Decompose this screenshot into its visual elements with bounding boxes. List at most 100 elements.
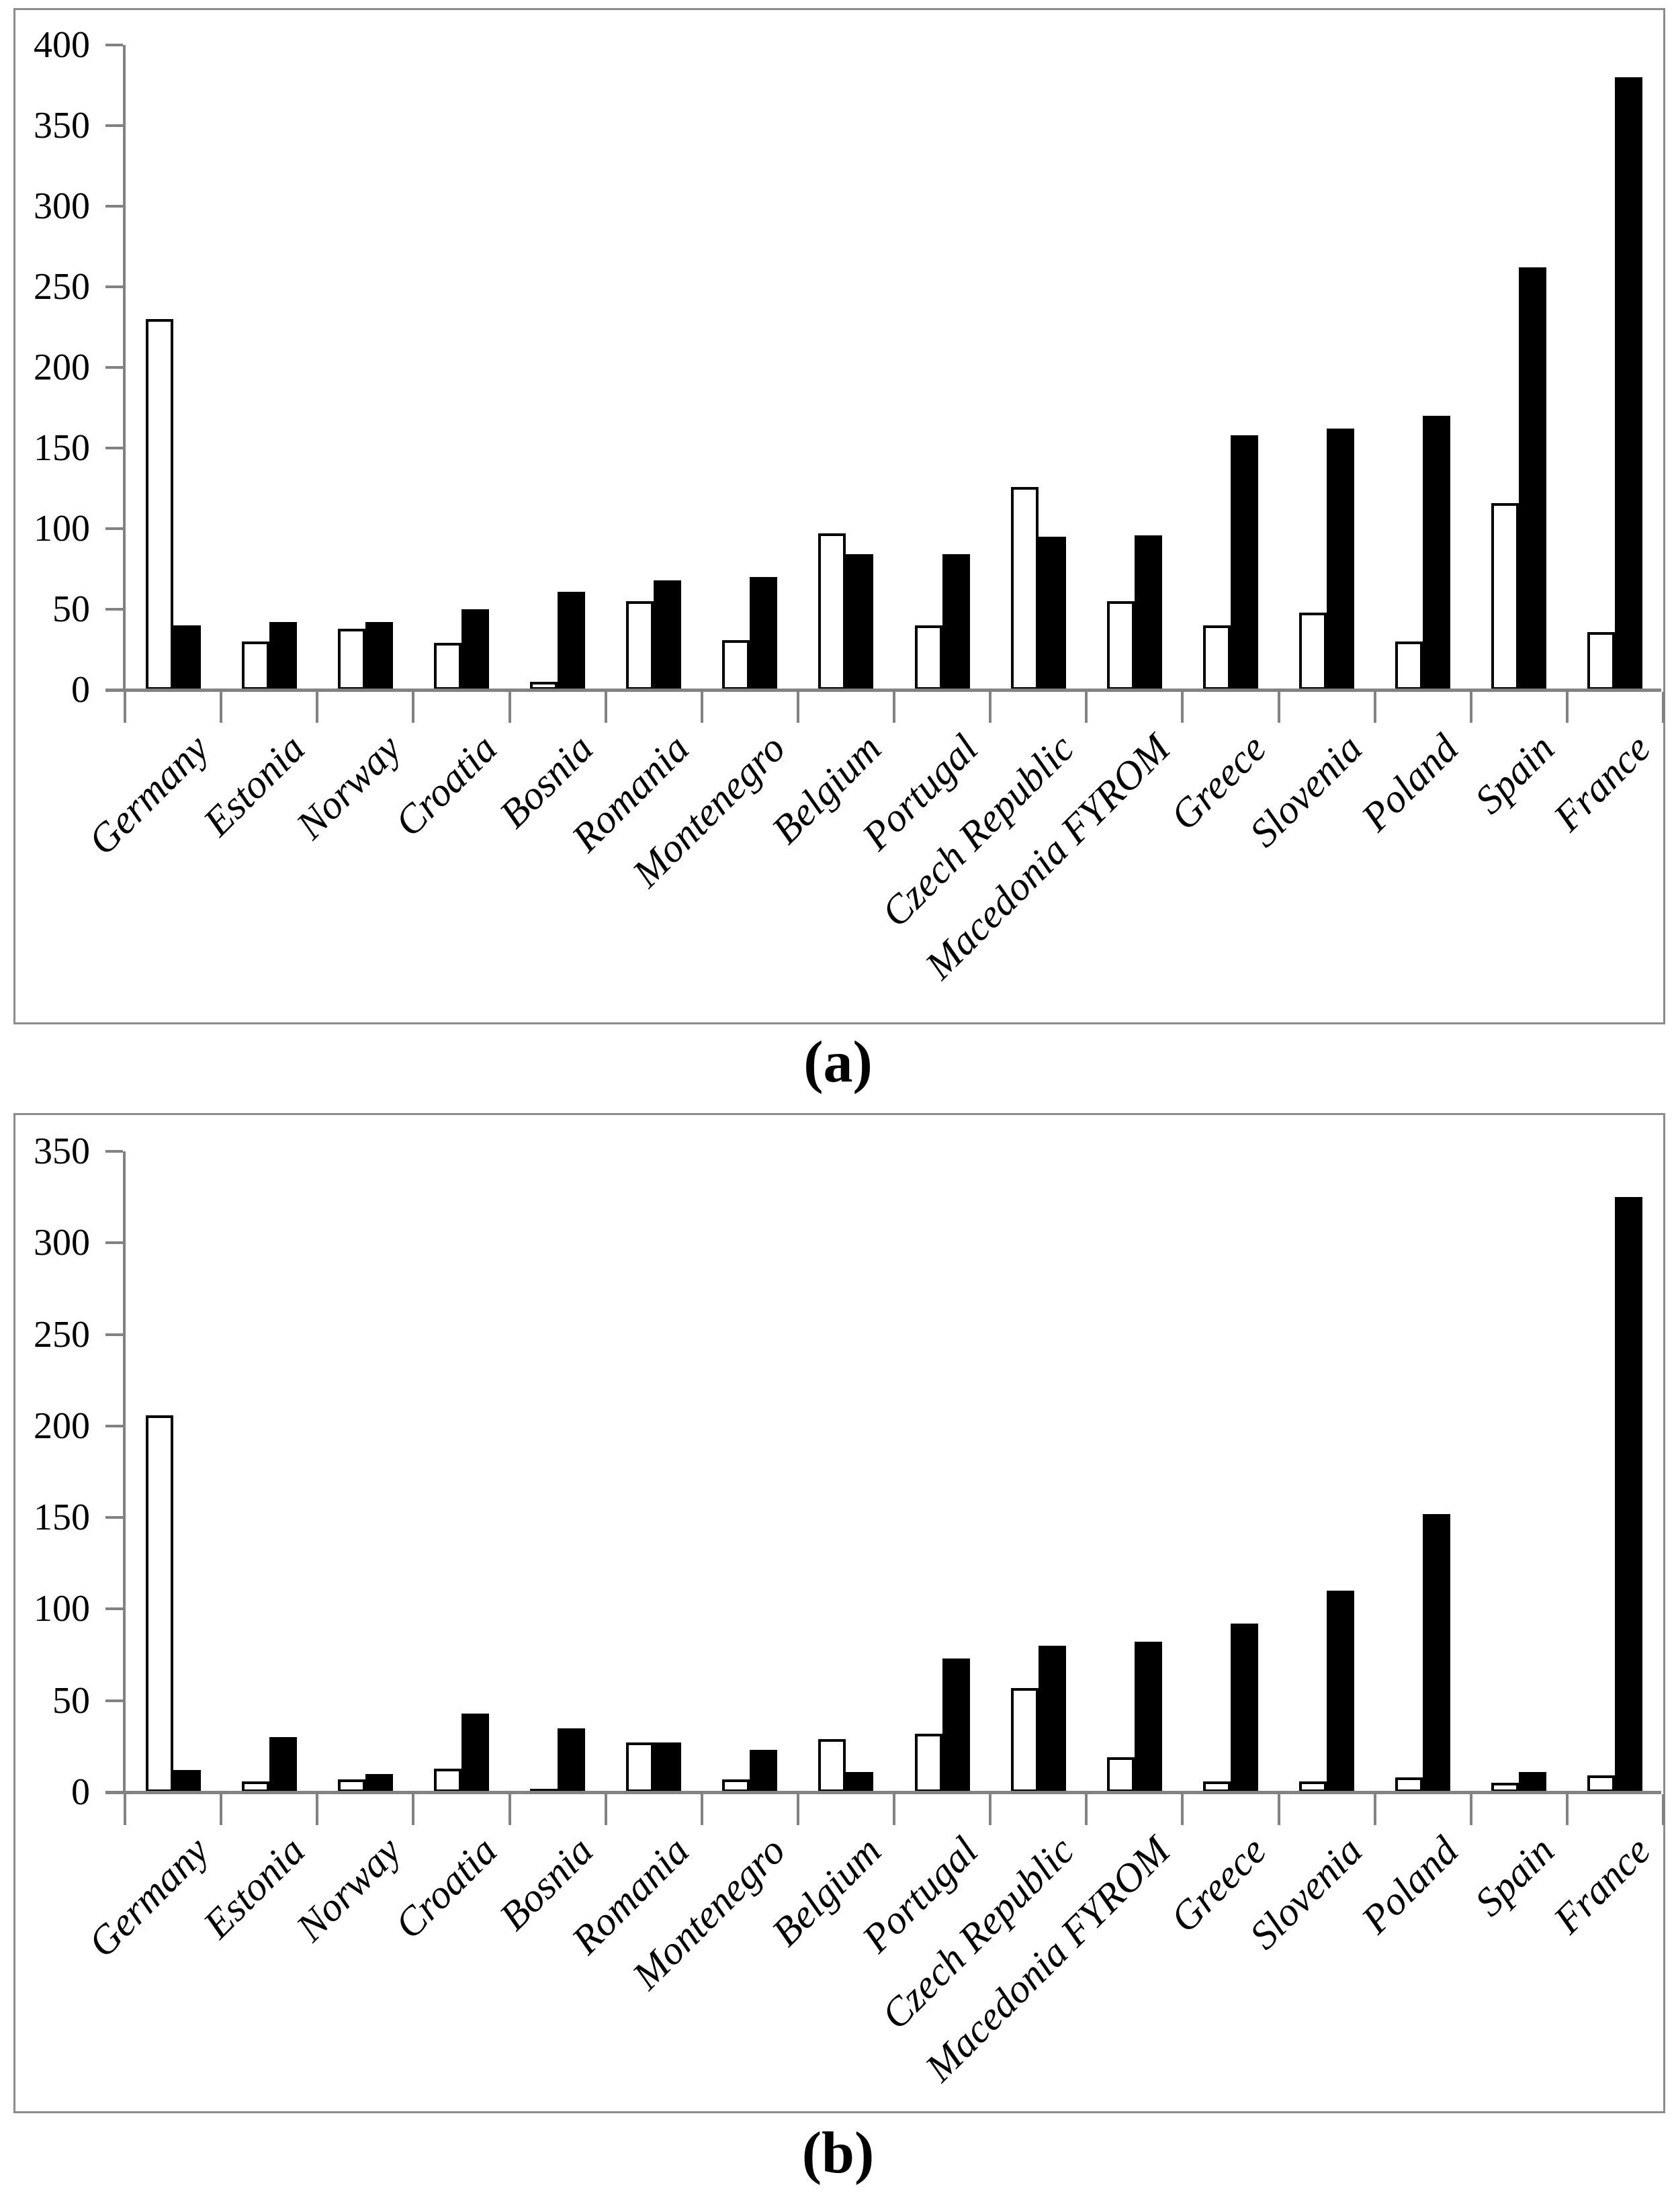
x-axis-tick	[1662, 1794, 1665, 1825]
bar-filled-estonia	[269, 622, 297, 690]
x-axis-tick	[412, 692, 414, 723]
y-tick-label: 200	[34, 1405, 90, 1447]
x-label-france: France	[1545, 1828, 1659, 1942]
bar-filled-croatia	[461, 609, 489, 690]
bar-filled-slovenia	[1327, 1591, 1354, 1792]
x-axis-line	[105, 1791, 1661, 1794]
x-axis-tick	[1278, 692, 1280, 723]
x-axis-tick	[1374, 692, 1376, 723]
x-axis-tick	[989, 692, 991, 723]
y-axis-tick	[105, 1607, 123, 1611]
bar-filled-norway	[365, 622, 393, 690]
plot-area-a: 0 50 100 150 200 250 300 350 400 Germany Estonia No…	[15, 10, 1665, 1022]
y-tick-label: 100	[34, 1588, 90, 1630]
bar-filled-spain	[1519, 267, 1546, 690]
x-axis-tick	[1566, 1794, 1569, 1825]
bar-filled-greece	[1231, 1624, 1258, 1792]
y-axis-line	[123, 45, 126, 692]
bar-filled-czech-republic	[1039, 537, 1066, 690]
y-axis-tick	[105, 1699, 123, 1702]
y-axis-tick	[105, 44, 123, 46]
bar-open-romania	[626, 1742, 654, 1792]
y-axis-tick	[105, 285, 123, 288]
x-axis-tick	[701, 1794, 703, 1825]
x-axis-tick	[1085, 1794, 1088, 1825]
y-axis-tick	[105, 527, 123, 530]
bar-open-spain	[1491, 503, 1519, 690]
x-axis-tick	[124, 692, 126, 723]
y-tick-label: 250	[34, 1313, 90, 1356]
x-axis-tick	[220, 1794, 222, 1825]
y-axis-tick	[105, 1333, 123, 1336]
bar-filled-estonia	[269, 1737, 297, 1792]
y-tick-label: 300	[34, 185, 90, 227]
x-axis-tick	[1181, 692, 1184, 723]
x-axis-tick	[124, 1794, 126, 1825]
bar-filled-belgium	[846, 554, 873, 690]
y-tick-label: 0	[71, 669, 90, 711]
x-axis-tick	[1181, 1794, 1184, 1825]
x-label-croatia: Croatia	[386, 1828, 506, 1947]
y-tick-label: 150	[34, 1497, 90, 1539]
x-axis-tick	[1470, 1794, 1472, 1825]
bar-filled-poland	[1423, 416, 1450, 690]
bar-filled-bosnia	[558, 592, 585, 690]
y-axis-tick	[105, 447, 123, 449]
x-axis-line	[105, 689, 1661, 692]
x-label-germany: Germany	[79, 725, 218, 864]
y-axis-tick	[105, 1424, 123, 1427]
bar-filled-greece	[1231, 435, 1258, 690]
bar-open-croatia	[434, 643, 461, 690]
bar-filled-germany	[173, 1770, 201, 1792]
bar-open-belgium	[818, 1739, 846, 1792]
caption-b: (b)	[801, 2121, 875, 2186]
y-tick-label: 400	[34, 24, 90, 66]
bar-filled-france	[1615, 77, 1642, 690]
bar-filled-portugal	[942, 554, 970, 690]
bar-filled-spain	[1519, 1772, 1546, 1792]
bar-open-czech-republic	[1011, 487, 1039, 690]
x-label-estonia: Estonia	[194, 1828, 314, 1947]
y-tick-label: 350	[34, 1131, 90, 1172]
plot-area-b: 0 50 100 150 200 250 300 350 Germany Estonia Norwa…	[15, 1115, 1665, 2111]
x-axis-tick	[509, 1794, 511, 1825]
bar-open-poland	[1395, 642, 1423, 690]
bar-open-croatia	[434, 1769, 461, 1792]
bar-open-estonia	[242, 642, 269, 690]
y-tick-label: 100	[34, 508, 90, 549]
x-label-germany: Germany	[79, 1828, 218, 1966]
x-axis-tick	[797, 692, 799, 723]
bar-filled-romania	[654, 1742, 681, 1792]
x-label-croatia: Croatia	[386, 725, 506, 845]
x-axis-tick	[220, 692, 222, 723]
bar-filled-montenegro	[750, 1750, 777, 1792]
x-axis-tick	[1566, 692, 1569, 723]
x-axis-tick	[1085, 692, 1088, 723]
bar-open-slovenia	[1299, 613, 1327, 690]
caption-a: (a)	[803, 1030, 873, 1095]
bar-filled-portugal	[942, 1658, 970, 1792]
y-axis-tick	[105, 205, 123, 208]
x-axis-tick	[797, 1794, 799, 1825]
bar-filled-macedonia-fyrom	[1135, 535, 1162, 690]
y-tick-label: 200	[34, 347, 90, 388]
bar-filled-belgium	[846, 1772, 873, 1792]
bar-open-belgium	[818, 533, 846, 690]
x-axis-tick	[605, 1794, 607, 1825]
y-axis-tick	[105, 1150, 123, 1153]
y-tick-label: 0	[71, 1771, 90, 1813]
x-axis-tick	[1374, 1794, 1376, 1825]
bar-filled-slovenia	[1327, 429, 1354, 690]
y-tick-label: 250	[34, 266, 90, 308]
x-axis-tick	[509, 692, 511, 723]
bar-open-macedonia-fyrom	[1107, 601, 1135, 690]
y-tick-label: 50	[52, 588, 90, 630]
y-axis-tick	[105, 1516, 123, 1519]
bar-open-france	[1587, 1775, 1615, 1792]
x-axis-tick	[701, 692, 703, 723]
x-axis-tick	[1470, 692, 1472, 723]
x-axis-tick	[316, 692, 318, 723]
x-axis-tick	[989, 1794, 991, 1825]
bar-filled-czech-republic	[1039, 1646, 1066, 1792]
